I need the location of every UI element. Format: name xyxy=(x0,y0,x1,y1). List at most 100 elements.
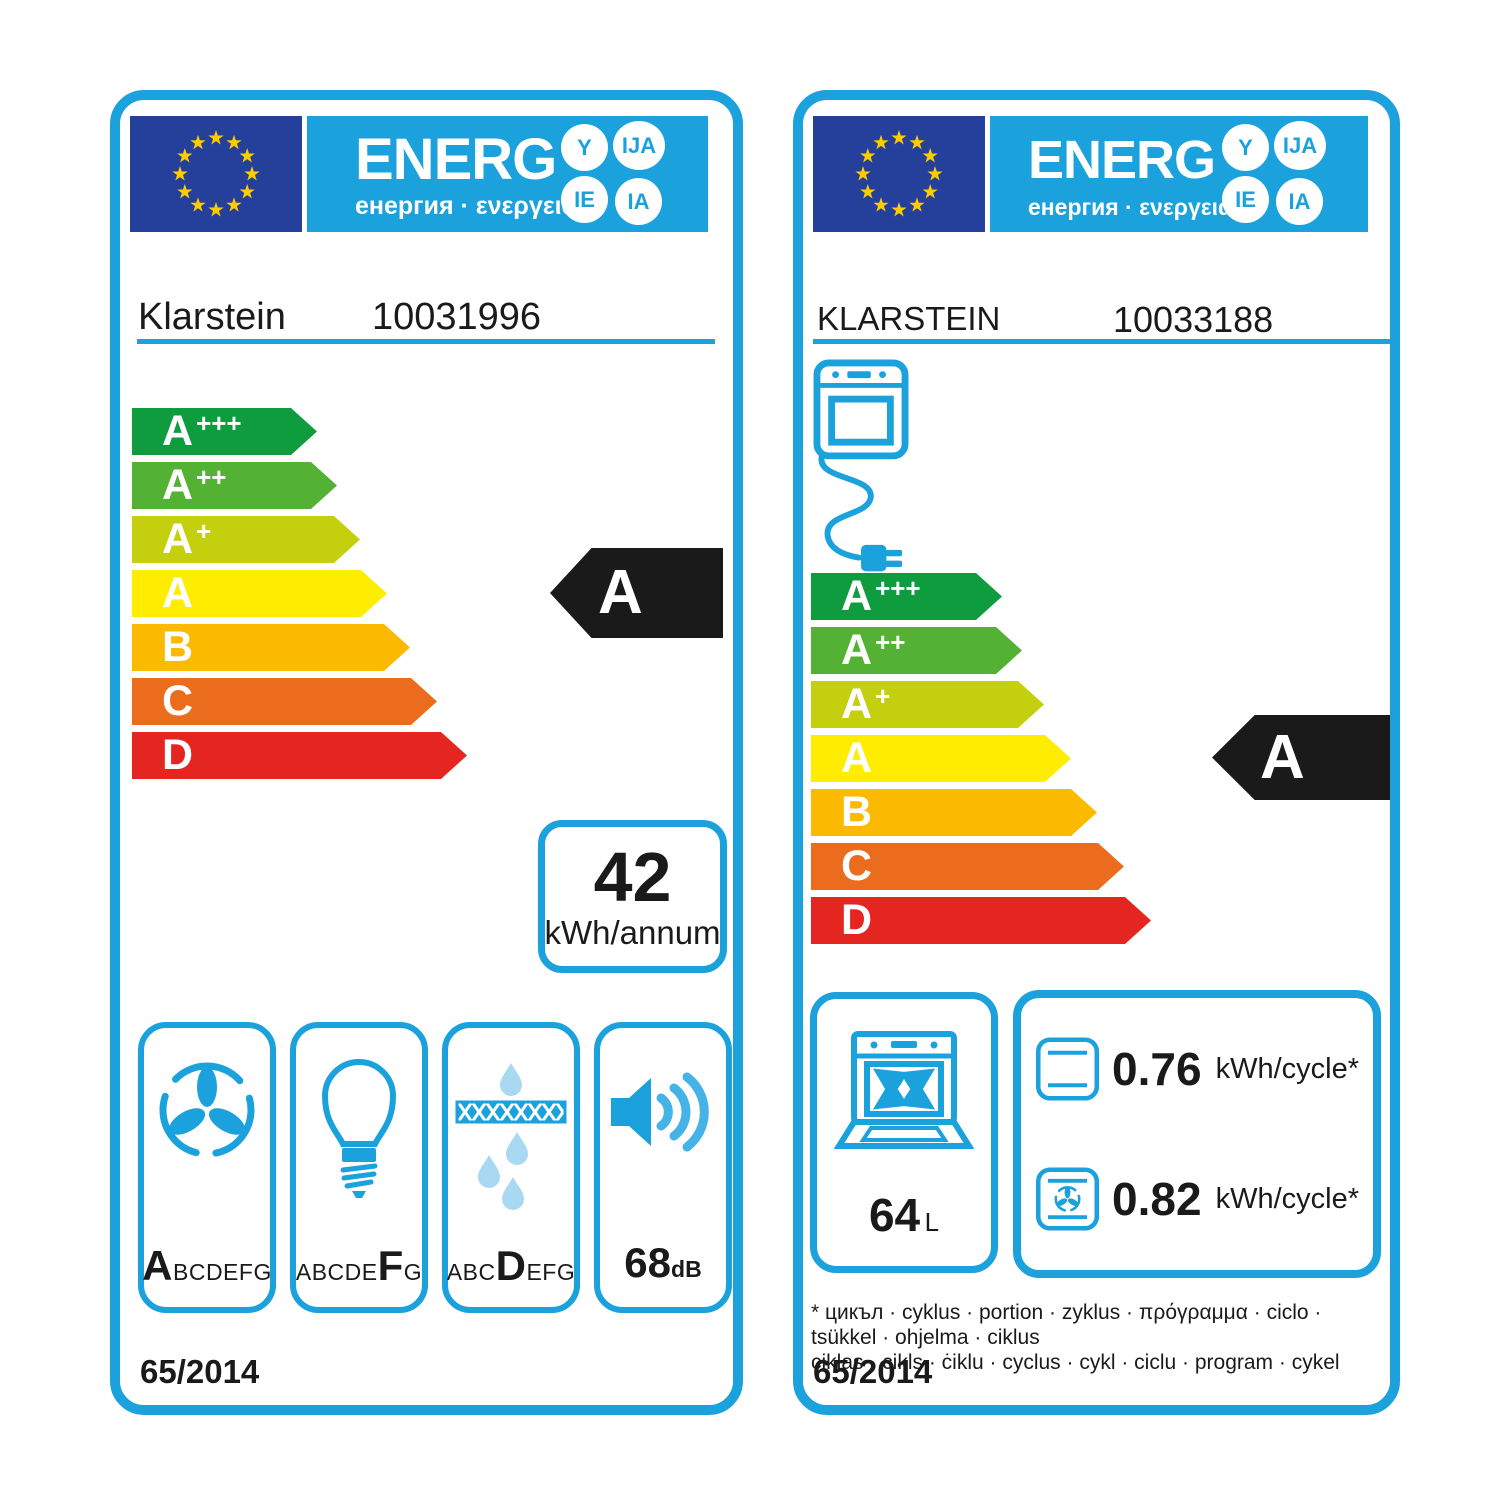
class-row-a1plus: A + xyxy=(811,681,1044,728)
grade-highlight: A xyxy=(142,1242,173,1289)
header-divider xyxy=(137,339,715,344)
light-bulb-icon xyxy=(321,1059,397,1198)
fan-efficiency-box: ABCDEFG xyxy=(138,1022,276,1313)
logo-circle-y: Y xyxy=(1222,124,1269,171)
grade-highlight: D xyxy=(495,1242,527,1289)
conventional-heating-icon xyxy=(1035,1037,1100,1101)
rating-arrow: A xyxy=(1212,715,1390,800)
regulation-number: 65/2014 xyxy=(813,1353,933,1390)
logo-circle-ie: IE xyxy=(561,176,608,223)
class-row-d: D xyxy=(811,897,1151,944)
noise-value: 68 xyxy=(624,1239,672,1286)
energy-label-hood: ENERG енергия · ενεργεια Y IJA IE IA Kla… xyxy=(110,90,743,1415)
grease-filtering-box: ABCDEFG xyxy=(442,1022,580,1313)
class-grade: C xyxy=(162,677,194,725)
class-row-c: C xyxy=(811,843,1124,890)
class-row-b: B xyxy=(811,789,1097,836)
capacity-value: 64 xyxy=(868,1189,921,1241)
logo-circle-ija: IJA xyxy=(613,121,665,170)
cycle-footnote-line2: ciklas · cikls · ċiklu · cyclus · cykl ·… xyxy=(811,1351,1340,1374)
energy-logo-word: ENERG xyxy=(355,127,557,192)
class-row-a1plus: A + xyxy=(132,516,360,563)
grades-pre: ABCDE xyxy=(295,1259,378,1285)
noise-box: 68dB xyxy=(594,1022,732,1313)
annual-consumption-unit: kWh/annum xyxy=(544,913,721,951)
class-grade: A xyxy=(162,569,194,617)
fan-forced-cycle-unit: kWh/cycle* xyxy=(1215,1182,1359,1215)
energy-logo-subtitle: енергия · ενεργεια xyxy=(1028,194,1233,220)
class-grade: A xyxy=(841,734,873,782)
grades-post: EFG xyxy=(526,1259,576,1285)
class-grade: D xyxy=(162,731,194,779)
class-grade-sup: +++ xyxy=(196,407,242,438)
lighting-efficiency-grades: ABCDEFG xyxy=(296,1245,422,1287)
brand-name: Klarstein xyxy=(138,296,286,338)
conventional-cycle-row: 0.76 kWh/cycle* xyxy=(1035,1022,1359,1116)
rating-arrow: A xyxy=(550,548,723,638)
class-grade-sup: +++ xyxy=(875,572,921,603)
class-grade: D xyxy=(841,896,873,944)
grades-post: BCDEFG xyxy=(173,1259,272,1285)
speaker-icon xyxy=(611,1072,709,1152)
rating-letter: A xyxy=(598,558,643,627)
energy-logo-word: ENERG xyxy=(1028,130,1216,190)
noise-value-row: 68dB xyxy=(624,1239,701,1287)
class-grade: B xyxy=(162,623,194,671)
class-row-b: B xyxy=(132,624,410,671)
regulation-number: 65/2014 xyxy=(140,1353,260,1390)
energy-label-oven: ENERG енергия · ενεργεια Y IJA IE IA KLA… xyxy=(793,90,1400,1415)
fan-forced-cycle-value: 0.82 xyxy=(1112,1173,1202,1225)
electric-oven-icon xyxy=(813,359,909,572)
grease-filter-icon xyxy=(455,1063,567,1210)
grease-filtering-grades: ABCDEFG xyxy=(447,1245,575,1287)
fan-efficiency-grades: ABCDEFG xyxy=(142,1245,272,1287)
class-row-c: C xyxy=(132,678,437,725)
class-row-a3plus: A +++ xyxy=(132,408,317,455)
energy-logo-subtitle: енергия · ενεργεια xyxy=(355,192,577,220)
logo-circle-y: Y xyxy=(561,124,608,171)
fan-forced-cycle-row: 0.82 kWh/cycle* xyxy=(1035,1152,1359,1246)
class-grade: A xyxy=(841,680,873,728)
class-row-a2plus: A ++ xyxy=(811,627,1022,674)
logo-circle-ia: IA xyxy=(615,178,662,225)
eu-flag xyxy=(813,116,985,232)
class-grade: C xyxy=(841,842,873,890)
cycle-footnote: * цикъл · cyklus · portion · zyklus · πρ… xyxy=(811,1300,1391,1375)
class-grade-sup: ++ xyxy=(875,626,906,657)
class-row-a: A xyxy=(132,570,387,617)
class-grade: B xyxy=(841,788,873,836)
rating-letter: A xyxy=(1260,722,1305,792)
class-row-a: A xyxy=(811,735,1071,782)
class-grade-sup: + xyxy=(196,515,212,546)
noise-unit: dB xyxy=(671,1256,702,1282)
lighting-efficiency-box: ABCDEFG xyxy=(290,1022,428,1313)
energy-logo: ENERG енергия · ενεργεια Y IJA IE IA xyxy=(307,116,708,232)
oven-volume-icon xyxy=(833,1031,975,1149)
class-grade-sup: + xyxy=(875,680,891,711)
logo-circle-ia: IA xyxy=(1276,178,1323,225)
logo-circle-ija: IJA xyxy=(1274,121,1326,170)
annual-consumption-value: 42 xyxy=(593,837,672,916)
class-grade: A xyxy=(841,572,873,620)
conventional-cycle-value: 0.76 xyxy=(1112,1043,1202,1095)
class-grade: A xyxy=(162,407,194,455)
logo-circle-ie: IE xyxy=(1222,176,1269,223)
class-grade: A xyxy=(841,626,873,674)
class-grade: A xyxy=(162,515,194,563)
grades-post: G xyxy=(403,1259,423,1285)
header-divider xyxy=(813,339,1390,344)
class-row-d: D xyxy=(132,732,467,779)
model-number: 10033188 xyxy=(1113,299,1274,340)
eu-flag xyxy=(130,116,302,232)
brand-name: KLARSTEIN xyxy=(817,300,1001,337)
conventional-cycle-unit: kWh/cycle* xyxy=(1215,1052,1359,1085)
capacity-value-row: 64 L xyxy=(869,1188,939,1242)
model-number: 10031996 xyxy=(372,296,542,338)
class-grade: A xyxy=(162,461,194,509)
class-grade-sup: ++ xyxy=(196,461,227,492)
fan-icon xyxy=(159,1062,255,1158)
fan-forced-heating-icon xyxy=(1035,1167,1100,1231)
energy-per-cycle-box: 0.76 kWh/cycle* 0.82 xyxy=(1013,990,1381,1278)
capacity-box: 64 L xyxy=(810,992,998,1273)
cycle-footnote-line1: * цикъл · cyklus · portion · zyklus · πρ… xyxy=(811,1301,1322,1349)
